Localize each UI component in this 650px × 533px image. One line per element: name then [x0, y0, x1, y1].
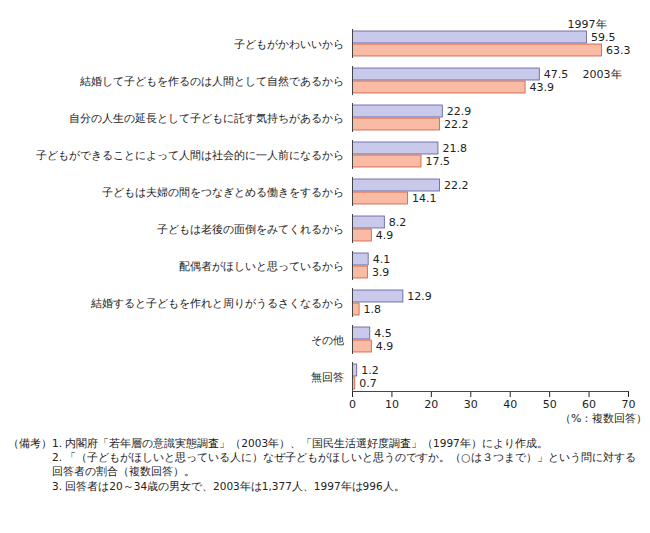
- svg-text:（%：複数回答）: （%：複数回答）: [560, 412, 647, 425]
- svg-text:70: 70: [622, 398, 636, 411]
- svg-text:47.5: 47.5: [544, 68, 569, 81]
- svg-text:結婚すると子どもを作れと周りがうるさくなるから: 結婚すると子どもを作れと周りがうるさくなるから: [90, 297, 344, 310]
- svg-text:4.9: 4.9: [376, 340, 394, 353]
- svg-text:43.9: 43.9: [530, 81, 555, 94]
- svg-text:3.9: 3.9: [372, 266, 390, 279]
- svg-text:子どもがかわいいから: 子どもがかわいいから: [234, 38, 344, 51]
- svg-text:40: 40: [503, 398, 517, 411]
- svg-text:30: 30: [464, 398, 478, 411]
- svg-text:結婚して子どもを作るのは人間として自然であるから: 結婚して子どもを作るのは人間として自然であるから: [79, 75, 344, 88]
- html-text:2. 「（子どもがほしいと思っている人に）なぜ子どもがほしい: 2. 「（子どもがほしいと思っている人に）なぜ子どもがほしいと思うのですか。（○…: [52, 451, 636, 478]
- svg-text:20: 20: [424, 398, 438, 411]
- svg-text:1997年: 1997年: [568, 18, 607, 31]
- svg-text:0: 0: [349, 398, 356, 411]
- svg-text:その他: その他: [311, 334, 344, 347]
- svg-text:17.5: 17.5: [426, 155, 451, 168]
- html-text:3. 回答者は20～34歳の男女で、2003年は1,377人: 3. 回答者は20～34歳の男女で、2003年は1,377人、1997年は996…: [52, 479, 405, 492]
- svg-text:1.2: 1.2: [361, 364, 379, 377]
- svg-text:50: 50: [543, 398, 557, 411]
- svg-text:60: 60: [582, 398, 596, 411]
- svg-text:59.5: 59.5: [591, 31, 616, 44]
- svg-text:無回答: 無回答: [311, 371, 344, 384]
- svg-text:4.9: 4.9: [376, 229, 394, 242]
- svg-text:21.8: 21.8: [442, 142, 467, 155]
- html-text:（備考）1. 内閣府「若年層の意識実態調査」（2003年）、: （備考）1. 内閣府「若年層の意識実態調査」（2003年）、「国民生活選好度調査…: [8, 437, 548, 449]
- svg-text:0.7: 0.7: [359, 377, 377, 390]
- svg-text:2003年: 2003年: [583, 68, 622, 81]
- svg-text:22.2: 22.2: [444, 118, 469, 131]
- svg-text:12.9: 12.9: [407, 290, 432, 303]
- svg-text:8.2: 8.2: [389, 216, 407, 229]
- svg-text:63.3: 63.3: [606, 44, 631, 57]
- svg-text:1.8: 1.8: [364, 303, 382, 316]
- svg-text:10: 10: [385, 398, 399, 411]
- svg-text:配偶者がほしいと思っているから: 配偶者がほしいと思っているから: [179, 260, 344, 273]
- svg-text:4.5: 4.5: [374, 327, 392, 340]
- svg-text:14.1: 14.1: [412, 192, 437, 205]
- svg-text:22.9: 22.9: [447, 105, 472, 118]
- svg-text:自分の人生の延長として子どもに託す気持ちがあるから: 自分の人生の延長として子どもに託す気持ちがあるから: [69, 112, 344, 125]
- svg-text:子どもは夫婦の間をつなぎとめる働きをするから: 子どもは夫婦の間をつなぎとめる働きをするから: [102, 186, 344, 199]
- svg-text:4.1: 4.1: [373, 253, 391, 266]
- svg-text:子どもは老後の面倒をみてくれるから: 子どもは老後の面倒をみてくれるから: [157, 223, 344, 236]
- svg-text:22.2: 22.2: [444, 179, 469, 192]
- svg-text:子どもができることによって人間は社会的に一人前になるから: 子どもができることによって人間は社会的に一人前になるから: [36, 149, 344, 162]
